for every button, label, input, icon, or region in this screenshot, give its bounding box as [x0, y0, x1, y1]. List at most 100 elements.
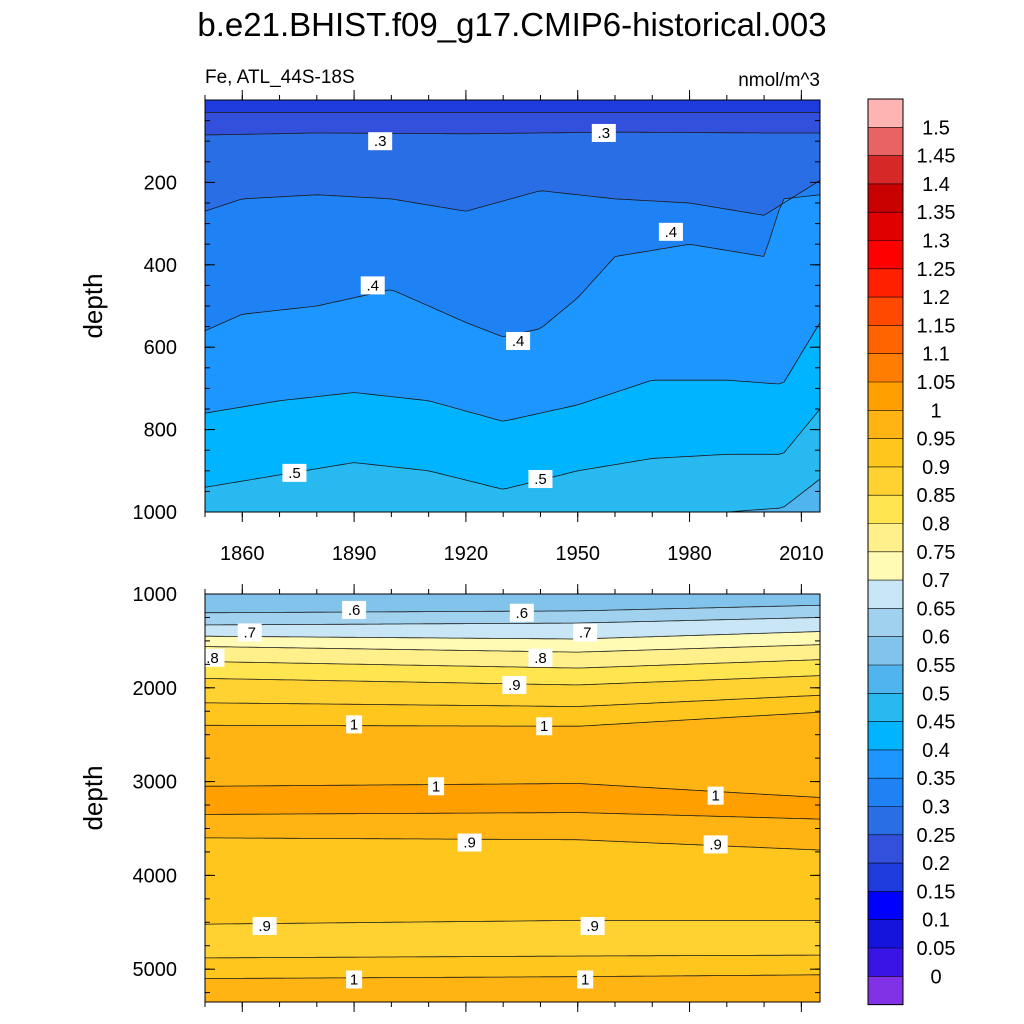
upper-y-tick-label: 1000: [133, 502, 178, 524]
lower-contour-label: 1: [346, 970, 363, 989]
lower-contour-line-1: [205, 974, 820, 979]
lower-contour-label: .9: [580, 917, 605, 936]
x-tick-label: 2010: [779, 543, 824, 565]
units-label: nmol/m^3: [738, 70, 820, 91]
lower-contour-label-text: .8: [534, 650, 547, 667]
lower-contour-label-text: 1: [711, 788, 719, 805]
lower-y-tick-label: 5000: [133, 959, 178, 981]
lower-contour-line-0.95: [205, 954, 820, 959]
lower-contour-label: .8: [528, 648, 553, 667]
lower-contour-label-text: .6: [516, 605, 529, 622]
lower-depth-panel: .6 .6 .7 .7 .8 .8 .9 1 1 1 1 .9 .9 .9 .9 1 1 1000 2000 3000…: [78, 584, 821, 1012]
variable-region-label: Fe, ATL_44S-18S: [205, 67, 355, 88]
lower-y-tick-label: 2000: [133, 678, 178, 700]
lower-contour-label: 1: [707, 786, 724, 805]
lower-contour-label: .6: [342, 600, 367, 619]
colorbar-label: 0.2: [922, 853, 950, 875]
colorbar-swatch: [868, 580, 903, 609]
x-tick-label: 1920: [444, 543, 489, 565]
colorbar-swatch: [868, 127, 903, 157]
colorbar-swatch: [868, 382, 903, 411]
colorbar-swatch: [868, 636, 903, 666]
colorbar-label: 0.55: [917, 655, 956, 677]
colorbar-swatch: [868, 297, 903, 326]
lower-contour-label-text: .9: [508, 677, 521, 694]
lower-y-axis-label: depth: [78, 765, 108, 830]
colorbar-swatch: [868, 410, 903, 440]
colorbar-swatch: [868, 665, 903, 694]
lower-contour-label: .7: [573, 623, 598, 642]
colorbar-swatch: [868, 353, 903, 383]
colorbar-swatch: [868, 863, 903, 892]
lower-contour-label-text: .7: [579, 624, 592, 641]
lower-contour-line-0.7: [205, 631, 820, 640]
upper-contour-label: .5: [528, 470, 553, 489]
colorbar-label: 1.4: [922, 174, 950, 196]
lower-contour-line-0.65: [205, 617, 820, 626]
colorbar-swatch: [868, 551, 903, 581]
colorbar-swatch: [868, 891, 903, 921]
lower-contour-label: 1: [346, 715, 363, 734]
lower-contour-label: 1: [536, 717, 553, 736]
colorbar-label: 0.1: [922, 910, 950, 932]
colorbar-swatch: [868, 834, 903, 864]
colorbar-swatch: [868, 183, 903, 213]
lower-band-below-1: [205, 974, 820, 1002]
lower-plot-frame: [204, 593, 821, 1003]
upper-band-below-0.45: [205, 409, 820, 512]
upper-contour-line-0.45: [205, 408, 820, 490]
lower-contour-label-text: 1: [581, 971, 589, 988]
lower-contour-label: .6: [509, 603, 534, 622]
lower-contour-line-0.9: [205, 694, 820, 707]
colorbar-label: 0.35: [917, 768, 956, 790]
upper-contour-label: .3: [591, 123, 616, 142]
colorbar-label: 0.6: [922, 627, 950, 649]
upper-y-tick-label: 800: [144, 420, 177, 442]
lower-y-tick-label: 3000: [133, 772, 178, 794]
lower-contour-line-0.95: [205, 711, 820, 727]
upper-contour-label: .4: [360, 276, 385, 295]
colorbar: 1.5 1.45 1.4 1.35 1.3 1.25 1.2 1.15 1.1 1.05 1 0.95…: [867, 98, 956, 1006]
upper-contour-label: .5: [282, 463, 307, 482]
lower-contour-label-text: .7: [243, 624, 256, 641]
x-tick-label: 1980: [667, 543, 712, 565]
lower-contour-label: .9: [502, 675, 527, 694]
x-tick-label: 1860: [220, 543, 265, 565]
upper-y-tick-label: 600: [144, 337, 177, 359]
colorbar-label: 1.15: [917, 315, 956, 337]
colorbar-swatch: [868, 155, 903, 185]
colorbar-label: 0.45: [917, 712, 956, 734]
colorbar-swatch: [868, 976, 903, 1006]
upper-contour-label-text: .3: [598, 125, 611, 142]
upper-contour-fill: .3 .3 .4 .4 .4 .5 .5: [205, 100, 820, 512]
colorbar-swatch: [868, 495, 903, 524]
colorbar-label: 0.8: [922, 514, 950, 536]
colorbar-label: 0.95: [917, 429, 956, 451]
colorbar-swatch: [868, 212, 903, 241]
colorbar-swatch: [868, 325, 903, 355]
colorbar-label: 0.9: [922, 457, 950, 479]
colorbar-swatch: [868, 721, 903, 751]
lower-contour-label-text: .9: [258, 918, 271, 935]
lower-contour-label-text: .9: [463, 835, 476, 852]
upper-depth-panel: .3 .3 .4 .4 .4 .5 .5 200 400 600 800 1000 1860 1890 19…: [78, 90, 824, 565]
x-tick-label: 1890: [332, 543, 377, 565]
colorbar-label: 0.7: [922, 570, 950, 592]
upper-contour-label-text: .5: [534, 471, 547, 488]
lower-contour-label: 1: [428, 777, 445, 796]
colorbar-label: 0.3: [922, 797, 950, 819]
colorbar-label: 1.45: [917, 146, 956, 168]
upper-contour-line-0.4: [205, 322, 820, 422]
colorbar-label: 0.05: [917, 938, 956, 960]
colorbar-label: 1.5: [922, 117, 950, 139]
colorbar-label: 0.65: [917, 598, 956, 620]
colorbar-label: 1.3: [922, 231, 950, 253]
lower-y-tick-label: 1000: [133, 584, 178, 606]
upper-contour-line-0.25: [205, 131, 820, 136]
lower-contour-label-text: .9: [709, 836, 722, 853]
x-tick-label: 1950: [555, 543, 600, 565]
upper-contour-label-text: .3: [374, 133, 387, 150]
lower-contour-line-0.9: [205, 920, 820, 925]
lower-contour-line-0.75: [205, 644, 820, 653]
colorbar-swatch: [868, 438, 903, 468]
